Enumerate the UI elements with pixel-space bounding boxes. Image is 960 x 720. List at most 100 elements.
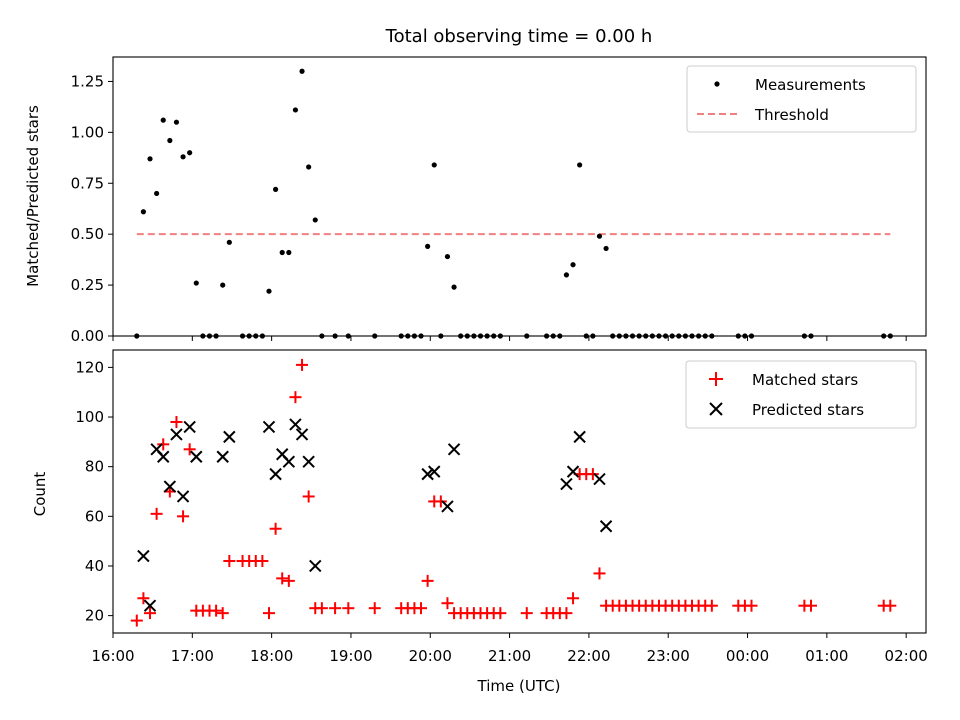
bottom-panel-plot-area <box>130 358 897 627</box>
predicted-star-point <box>295 428 309 441</box>
measurement-point <box>603 245 609 252</box>
measurement-point <box>431 162 437 168</box>
predicted-star-stroke-b <box>447 443 461 456</box>
matched-star-point <box>177 510 190 523</box>
predicted-star-stroke-b <box>170 428 183 441</box>
x-tick-label: 02:00 <box>885 647 928 665</box>
top-y-tick-label: 0.50 <box>71 225 104 243</box>
matched-star-point <box>170 415 183 428</box>
measurement-point <box>180 154 186 160</box>
predicted-star-point <box>302 455 315 468</box>
predicted-star-point <box>447 443 461 456</box>
measurement-point <box>444 253 451 260</box>
predicted-star-point <box>282 455 296 468</box>
x-tick-label: 22:00 <box>567 647 610 665</box>
x-tick-label: 16:00 <box>91 647 134 665</box>
bottom-y-tick-label: 80 <box>85 458 104 476</box>
bottom-panel-legend: Matched stars Predicted stars <box>685 360 917 429</box>
measurement-point <box>299 68 305 74</box>
matched-star-point <box>520 607 533 620</box>
predicted-star-point <box>289 418 302 431</box>
predicted-star-stroke-b <box>289 418 302 431</box>
x-tick-label: 00:00 <box>726 647 769 665</box>
measurement-point <box>451 284 457 290</box>
predicted-star-stroke-b <box>428 465 441 478</box>
top-y-tick-label: 0.75 <box>71 174 104 192</box>
top-y-tick-label: 1.00 <box>71 123 104 141</box>
predicted-star-stroke-b <box>163 480 177 493</box>
matched-star-point <box>560 607 573 620</box>
matched-star-point <box>434 495 447 508</box>
predicted-star-stroke-b <box>441 500 454 513</box>
matched-star-point <box>216 607 229 620</box>
predicted-star-point <box>573 430 586 444</box>
bottom-y-tick-label: 120 <box>75 358 104 376</box>
top-panel-y-ticks: 0.00 0.25 0.50 0.75 1.00 1.25 <box>71 72 113 345</box>
bottom-panel-x-ticks: 16:00 17:00 18:00 19:00 20:00 21:00 22:00 23:00… <box>91 633 928 665</box>
predicted-star-point <box>566 465 580 478</box>
predicted-star-point <box>170 428 183 441</box>
measurement-point <box>173 119 180 125</box>
matched-star-point <box>342 602 355 615</box>
measurement-point <box>570 262 576 268</box>
measurement-point <box>160 117 166 123</box>
x-tick-label: 23:00 <box>647 647 690 665</box>
predicted-star-point <box>262 420 276 434</box>
predicted-star-stroke-b <box>309 559 322 573</box>
bottom-panel: Count Time (UTC) 20 40 60 80 100 120 16:00 17:… <box>31 349 928 695</box>
measurement-point <box>563 272 570 278</box>
predicted-star-point <box>593 472 606 486</box>
threshold-legend-label: Threshold <box>754 106 829 124</box>
measurement-point <box>425 243 431 249</box>
predicted-star-point <box>599 520 613 533</box>
predicted-star-stroke-b <box>190 450 203 463</box>
matched-star-point <box>296 358 309 371</box>
predicted-star-stroke-b <box>262 420 276 434</box>
x-tick-label: 18:00 <box>250 647 293 665</box>
matched-star-point <box>130 614 143 627</box>
matched-star-point <box>256 555 269 568</box>
predicted-star-point <box>441 500 454 513</box>
measurement-point <box>596 233 603 239</box>
predicted-star-stroke-b <box>282 455 296 468</box>
predicted-star-stroke-b <box>176 490 190 503</box>
predicted-star-stroke-b <box>143 599 157 612</box>
bottom-panel-y-ticks: 20 40 60 80 100 120 <box>75 358 113 625</box>
matched-star-point <box>441 597 454 610</box>
top-panel-x-ticks <box>112 336 907 341</box>
matched-star-point <box>302 490 315 503</box>
predicted-star-point <box>183 420 196 434</box>
matched-star-point <box>884 599 897 612</box>
matched-legend-marker <box>709 372 723 386</box>
matched-star-point <box>421 574 434 587</box>
matched-star-point <box>745 599 758 612</box>
x-tick-label: 21:00 <box>488 647 531 665</box>
predicted-star-stroke-b <box>560 477 573 491</box>
measurement-point <box>312 217 318 223</box>
predicted-star-stroke-b <box>599 520 613 533</box>
matched-star-point <box>150 507 163 520</box>
measurement-point <box>226 239 232 245</box>
top-legend-box <box>686 65 917 133</box>
predicted-star-stroke-b <box>157 450 170 463</box>
matched-star-point <box>282 574 295 587</box>
top-y-tick-label: 0.25 <box>71 276 104 294</box>
x-tick-label: 20:00 <box>409 647 452 665</box>
bottom-panel-y-axis-label: Count <box>31 472 49 517</box>
matched-star-point <box>567 592 580 605</box>
measurement-point <box>273 186 279 192</box>
measurement-point <box>577 162 583 168</box>
predicted-star-point <box>428 465 441 478</box>
predicted-star-point <box>269 467 282 481</box>
measurement-point <box>286 249 292 256</box>
x-tick-label: 17:00 <box>171 647 214 665</box>
bottom-y-tick-label: 20 <box>85 607 104 625</box>
predicted-star-stroke-b <box>573 430 586 444</box>
matched-star-point <box>223 555 236 568</box>
matched-star-point <box>157 438 170 451</box>
x-tick-label: 19:00 <box>329 647 372 665</box>
predicted-star-stroke-b <box>223 430 236 444</box>
top-y-tick-label: 0.00 <box>71 327 104 345</box>
predicted-star-point <box>309 559 322 573</box>
predicted-star-stroke-b <box>150 443 163 456</box>
